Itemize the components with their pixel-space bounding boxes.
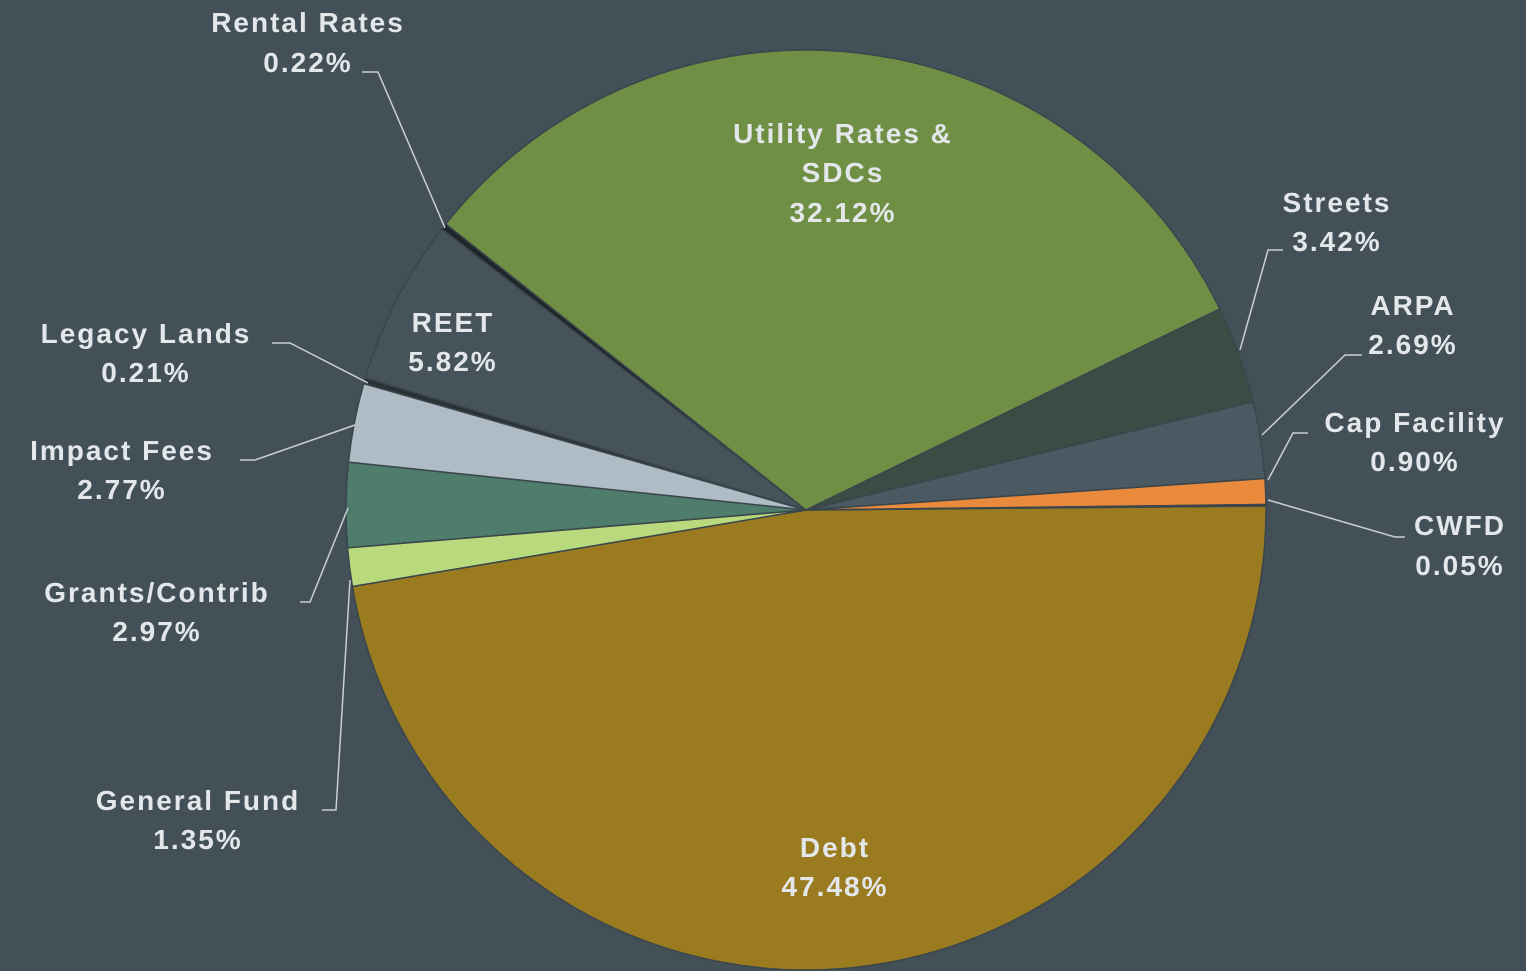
slice-name: CWFD: [1414, 510, 1506, 541]
leader-line: [1261, 354, 1362, 436]
slice-name: Cap Facility: [1324, 407, 1506, 438]
slice-percent: 2.97%: [112, 616, 202, 647]
leader-line: [1267, 432, 1308, 481]
leader-line: [1239, 249, 1283, 351]
slice-name: ARPA: [1370, 290, 1456, 321]
pie-slice: [364, 227, 807, 511]
leader-line: [322, 579, 351, 811]
slice-percent: 2.77%: [77, 474, 167, 505]
slice-percent: 1.35%: [153, 824, 243, 855]
pie-slice: [351, 505, 1267, 971]
leader-line: [240, 424, 356, 461]
slice-percent: 0.22%: [263, 47, 353, 78]
slice-name: Legacy Lands: [40, 318, 252, 349]
slice-name: Impact Fees: [30, 435, 214, 466]
slice-name: Streets: [1282, 187, 1392, 218]
slice-name: Grants/Contrib: [44, 577, 270, 608]
slice-percent: 5.82%: [408, 346, 498, 377]
slice-percent: 0.90%: [1370, 446, 1460, 477]
slice-name: Debt: [799, 832, 871, 863]
slice-percent: 32.12%: [789, 197, 897, 228]
slice-percent: 47.48%: [781, 871, 889, 902]
pie-slice: [805, 503, 1267, 511]
slice-name: REET: [411, 307, 495, 338]
slice-name: Utility Rates & SDCs: [733, 118, 953, 188]
slice-percent: 0.05%: [1415, 550, 1505, 581]
leader-line: [272, 342, 369, 384]
slice-percent: 3.42%: [1292, 226, 1382, 257]
slice-name: General Fund: [95, 785, 301, 816]
leader-line: [300, 507, 349, 603]
pie-slice: [444, 49, 1221, 511]
leader-line: [1267, 499, 1405, 538]
leader-line: [362, 71, 446, 229]
slice-percent: 2.69%: [1368, 329, 1458, 360]
slice-name: Rental Rates: [211, 7, 405, 38]
slice-percent: 0.21%: [101, 357, 191, 388]
